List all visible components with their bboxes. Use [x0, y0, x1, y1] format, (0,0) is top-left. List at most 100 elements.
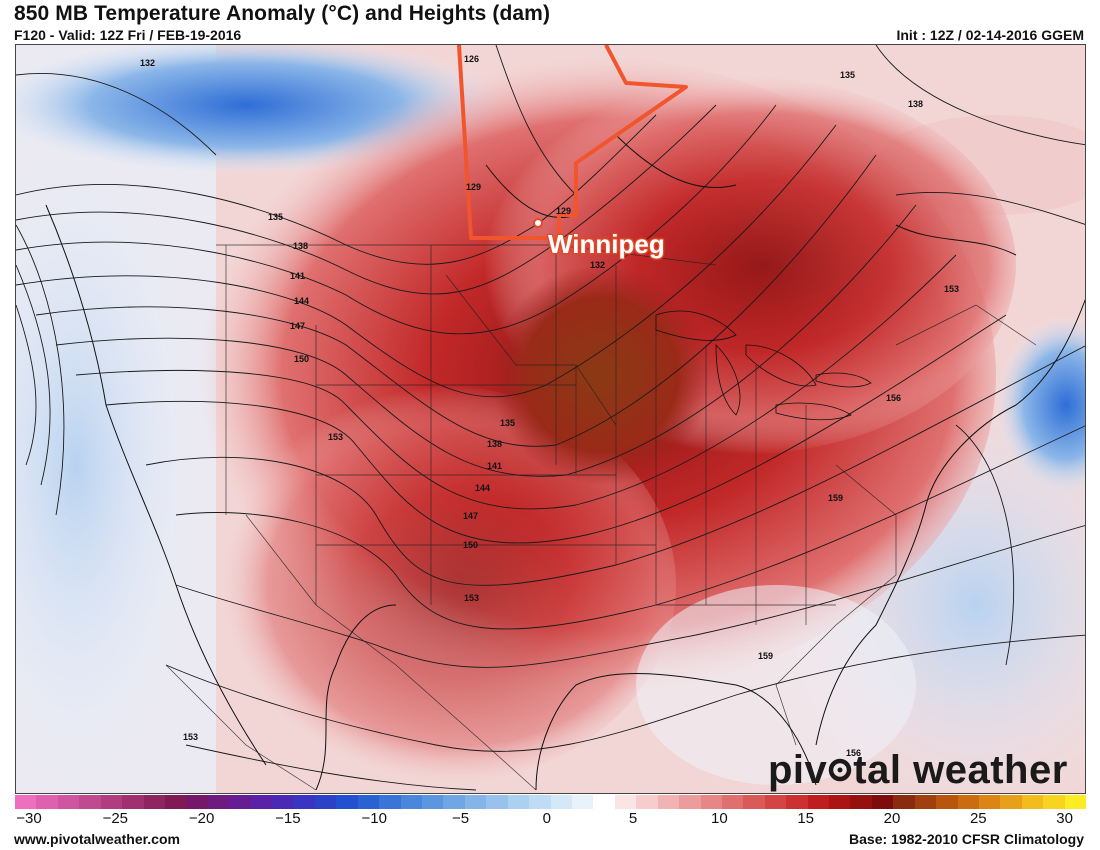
site-url[interactable]: www.pivotalweather.com — [14, 831, 180, 847]
height-label: 138 — [487, 439, 503, 449]
color-scale-swatch — [529, 795, 551, 809]
color-scale-swatch — [871, 795, 894, 809]
height-label: 132 — [140, 58, 156, 68]
color-scale-tick: 5 — [628, 810, 638, 827]
color-scale-swatch — [743, 795, 765, 809]
color-scale-swatch — [957, 795, 979, 809]
color-scale-swatch — [657, 795, 680, 809]
color-scale-bar — [15, 795, 1087, 809]
color-scale-swatch — [336, 795, 358, 809]
color-scale-swatch — [36, 795, 58, 809]
anomaly-map[interactable] — [15, 44, 1086, 794]
color-scale-swatch — [507, 795, 530, 809]
valid-time: F120 - Valid: 12Z Fri / FEB-19-2016 — [14, 27, 242, 43]
height-label: 153 — [464, 593, 480, 603]
color-scale-swatch — [486, 795, 508, 809]
color-scale-swatch — [57, 795, 80, 809]
height-label: 132 — [590, 260, 606, 270]
watermark: piv tal weather — [768, 748, 1068, 793]
height-label: 153 — [183, 732, 199, 742]
color-scale-swatch — [1021, 795, 1044, 809]
color-scale-swatch — [357, 795, 380, 809]
height-label: 135 — [268, 212, 284, 222]
color-scale-swatch — [571, 795, 594, 809]
watermark-o-icon — [827, 748, 853, 793]
height-label: 159 — [828, 493, 844, 503]
height-label: 150 — [294, 354, 310, 364]
color-scale-tick: 20 — [883, 810, 901, 827]
height-label: 141 — [290, 271, 306, 281]
color-scale-swatch — [700, 795, 722, 809]
color-scale-swatch — [807, 795, 830, 809]
color-scale-tick: −10 — [361, 810, 387, 827]
color-scale-swatch — [764, 795, 787, 809]
color-scale-swatch — [593, 795, 615, 809]
height-label: 126 — [464, 54, 480, 64]
watermark-text-b: tal weather — [853, 748, 1068, 792]
color-scale-swatch — [721, 795, 744, 809]
height-label: 147 — [290, 321, 306, 331]
height-label: 129 — [466, 182, 482, 192]
color-scale-swatch — [79, 795, 101, 809]
color-scale-swatch — [400, 795, 423, 809]
init-time: Init : 12Z / 02-14-2016 GGEM — [896, 27, 1084, 43]
color-scale-swatch — [143, 795, 165, 809]
color-scale-swatch — [1043, 795, 1065, 809]
great-lakes — [655, 310, 872, 421]
color-scale-tick: −20 — [188, 810, 215, 827]
height-label: 141 — [487, 461, 503, 471]
color-scale-swatch — [850, 795, 872, 809]
color-scale-swatch — [443, 795, 465, 809]
height-label: 153 — [944, 284, 960, 294]
color-scale-swatch — [786, 795, 808, 809]
color-scale-swatch — [893, 795, 915, 809]
color-scale-swatch — [229, 795, 251, 809]
height-label: 135 — [840, 70, 856, 80]
height-label: 150 — [463, 540, 479, 550]
color-scale-tick: −30 — [16, 810, 42, 827]
height-label: 156 — [886, 393, 902, 403]
color-scale-swatch — [636, 795, 658, 809]
color-scale-swatch — [100, 795, 123, 809]
color-scale-swatch — [122, 795, 144, 809]
color-scale-swatch — [186, 795, 208, 809]
height-label: 135 — [500, 418, 516, 428]
height-label: 147 — [463, 511, 479, 521]
color-scale-swatch — [464, 795, 487, 809]
color-scale-swatch — [550, 795, 572, 809]
height-label: 144 — [475, 483, 491, 493]
color-scale-ticks: −30 −25 −20 −15 −10 −5 0 5 10 15 20 25 30 — [15, 810, 1086, 828]
color-scale-tick: 25 — [969, 810, 987, 827]
color-scale-swatch — [422, 795, 444, 809]
color-scale-tick: −15 — [275, 810, 301, 827]
height-label: 138 — [908, 99, 924, 109]
city-marker[interactable] — [533, 218, 543, 228]
color-scale-swatch — [978, 795, 1001, 809]
color-scale-swatch — [164, 795, 187, 809]
manitoba-outline — [457, 45, 688, 240]
color-scale-swatch — [250, 795, 273, 809]
color-scale-swatch — [272, 795, 294, 809]
map-title: 850 MB Temperature Anomaly (°C) and Heig… — [14, 2, 551, 25]
color-scale-swatch — [679, 795, 701, 809]
coastlines — [45, 134, 1085, 791]
color-scale-swatch — [1064, 795, 1087, 809]
color-scale-swatch — [15, 795, 37, 809]
color-scale-swatch — [914, 795, 937, 809]
city-label: Winnipeg — [548, 229, 665, 259]
height-label: 153 — [328, 432, 344, 442]
height-label: 159 — [758, 651, 774, 661]
color-scale-swatch — [614, 795, 637, 809]
climatology-base: Base: 1982-2010 CFSR Climatology — [849, 831, 1084, 847]
color-scale-tick: 10 — [711, 810, 728, 827]
height-label: 129 — [556, 206, 572, 216]
height-contours — [16, 45, 1085, 791]
color-scale-tick: 30 — [1056, 810, 1073, 827]
color-scale-tick: −5 — [451, 810, 470, 827]
height-label: 144 — [294, 296, 310, 306]
color-scale-tick: 15 — [797, 810, 815, 827]
color-scale-swatch — [829, 795, 851, 809]
color-scale-swatch — [207, 795, 230, 809]
political-boundaries — [165, 244, 1037, 791]
color-scale-swatch — [1000, 795, 1022, 809]
